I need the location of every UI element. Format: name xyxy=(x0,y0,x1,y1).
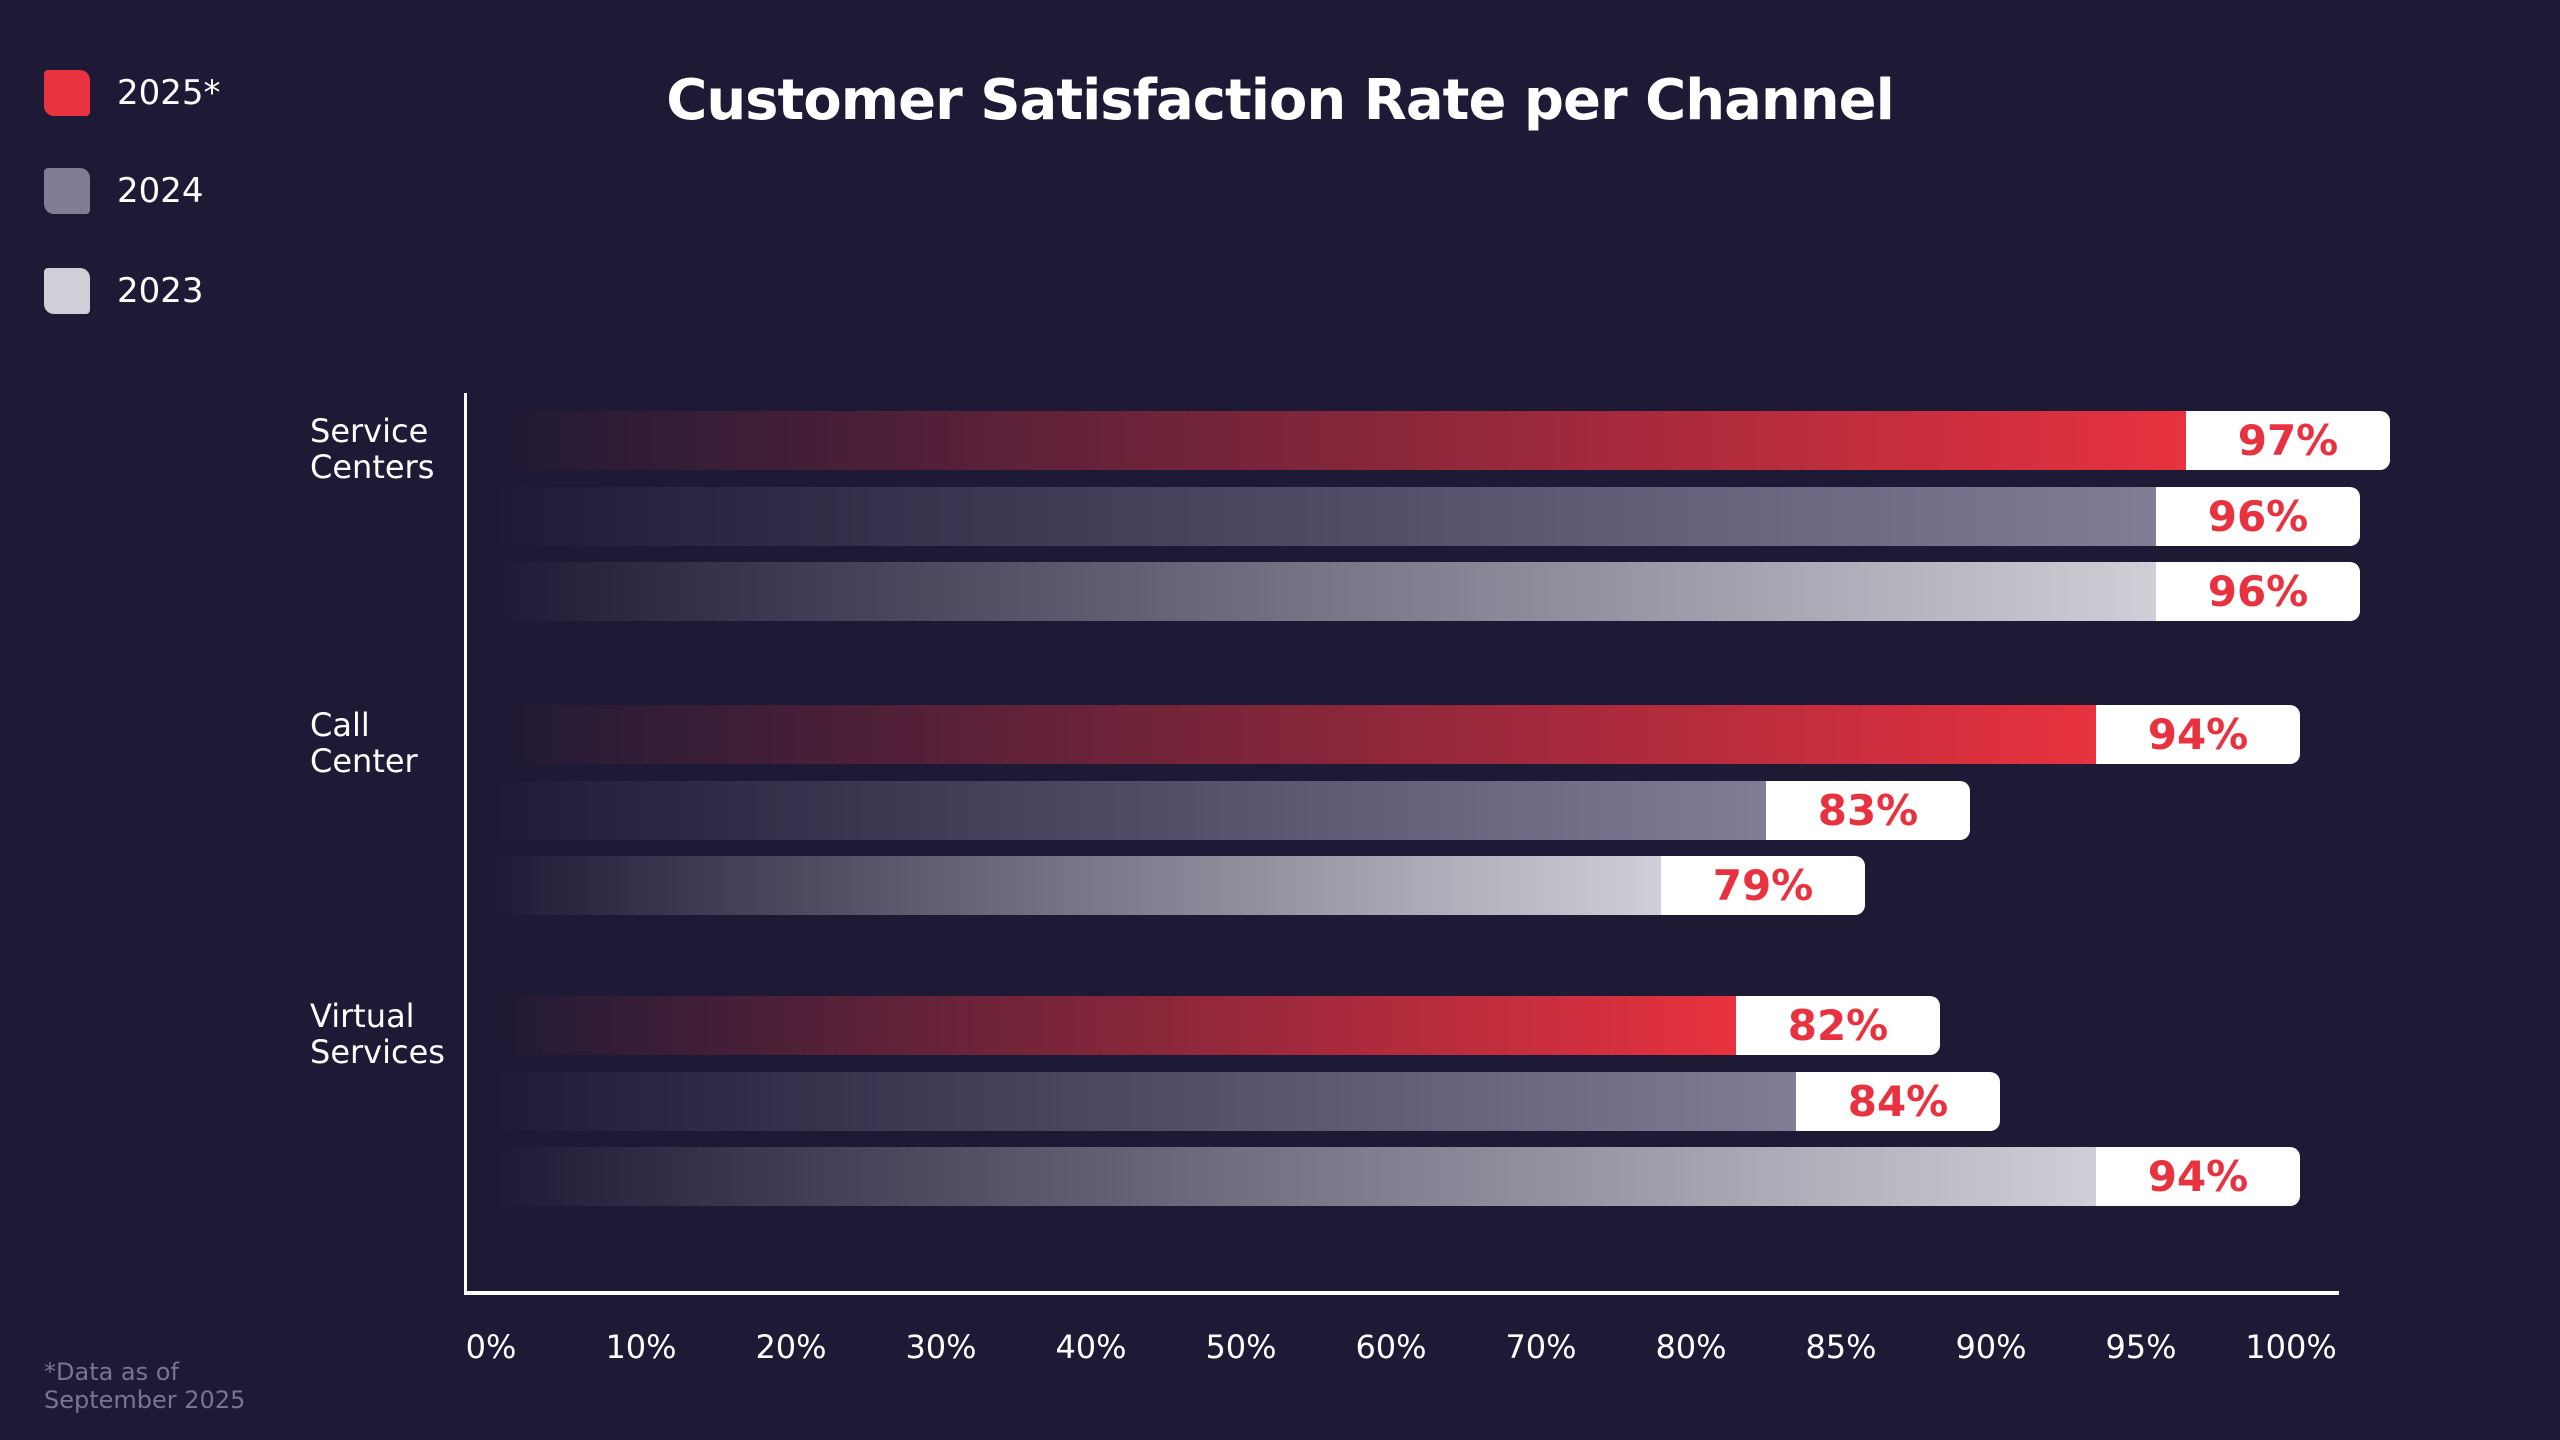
legend-label: 2023 xyxy=(117,271,204,311)
bar-2024 xyxy=(490,780,1766,840)
x-tick-label: 100% xyxy=(2245,1328,2337,1366)
x-tick-label: 20% xyxy=(755,1328,827,1366)
data-label: 97% xyxy=(2186,411,2390,470)
x-tick-label: 90% xyxy=(1955,1328,2027,1366)
x-axis-line xyxy=(464,1291,2339,1295)
legend-swatch xyxy=(44,70,90,116)
legend-swatch xyxy=(44,268,90,314)
bar-2023 xyxy=(490,562,2156,621)
category-label: Virtual Services xyxy=(310,997,445,1071)
chart-title: Customer Satisfaction Rate per Channel xyxy=(666,68,1895,133)
x-tick-label: 40% xyxy=(1055,1328,1127,1366)
x-tick-label: 70% xyxy=(1505,1328,1577,1366)
x-tick-label: 60% xyxy=(1355,1328,1427,1366)
data-label: 83% xyxy=(1766,780,1970,840)
bar-2025 xyxy=(490,411,2186,470)
footnote: *Data as of September 2025 xyxy=(44,1358,246,1414)
data-label: 96% xyxy=(2156,562,2360,621)
x-tick-label: 95% xyxy=(2105,1328,2177,1366)
legend-label: 2025* xyxy=(117,73,221,113)
x-tick-label: 0% xyxy=(465,1328,517,1366)
bar-2025 xyxy=(490,996,1736,1055)
bar-2023 xyxy=(490,856,1661,915)
data-label: 84% xyxy=(1796,1071,2000,1131)
data-label: 96% xyxy=(2156,486,2360,546)
bar-2025 xyxy=(490,705,2096,764)
x-tick-label: 10% xyxy=(605,1328,677,1366)
legend-swatch xyxy=(44,168,90,214)
legend-item-2025: 2025* xyxy=(44,69,221,117)
x-tick-label: 80% xyxy=(1655,1328,1727,1366)
data-label: 94% xyxy=(2096,1147,2300,1206)
data-label: 82% xyxy=(1736,996,1940,1055)
x-tick-label: 50% xyxy=(1205,1328,1277,1366)
legend-item-2023: 2023 xyxy=(44,267,204,315)
category-label: Service Centers xyxy=(310,412,435,486)
y-axis-line xyxy=(464,393,467,1295)
legend-item-2024: 2024 xyxy=(44,167,204,215)
category-label: Call Center xyxy=(310,706,418,780)
bar-2023 xyxy=(490,1147,2096,1206)
data-label: 79% xyxy=(1661,856,1865,915)
bar-2024 xyxy=(490,486,2156,546)
data-label: 94% xyxy=(2096,705,2300,764)
bar-2024 xyxy=(490,1071,1796,1131)
x-tick-label: 85% xyxy=(1805,1328,1877,1366)
x-tick-label: 30% xyxy=(905,1328,977,1366)
legend-label: 2024 xyxy=(117,171,204,211)
